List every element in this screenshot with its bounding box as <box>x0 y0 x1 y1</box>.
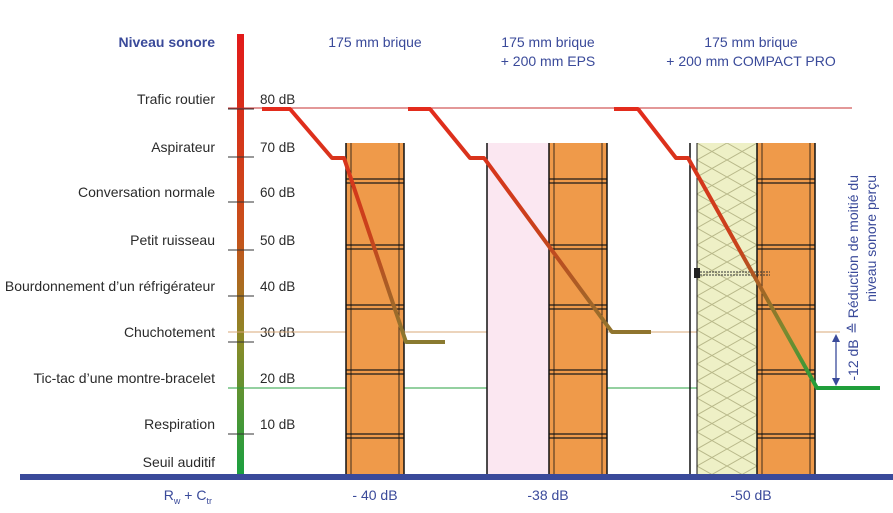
level-db-value: 50 dB <box>260 233 295 248</box>
level-label: Trafic routier <box>137 91 215 107</box>
reduction-text-line1: ≙ Réduction de moitié du <box>845 175 861 334</box>
wall-1-result: - 40 dB <box>352 487 397 503</box>
level-label: Respiration <box>144 416 215 432</box>
wall-2 <box>486 143 608 475</box>
level-db-value: 40 dB <box>260 279 295 294</box>
level-label: Aspirateur <box>151 139 215 155</box>
level-label: Seuil auditif <box>143 454 215 470</box>
level-label: Petit ruisseau <box>130 232 215 248</box>
wall-3-title-line1: 175 mm brique <box>704 34 798 50</box>
curve-wall-1 <box>262 107 445 344</box>
wall-1-title: 175 mm brique <box>328 34 422 50</box>
curve-wall-3 <box>614 107 880 390</box>
level-scale-bar <box>237 34 244 474</box>
level-db-value: 10 dB <box>260 417 295 432</box>
rw-ctr-label: Rw + Ctr <box>164 487 212 506</box>
level-db-value: 20 dB <box>260 371 295 386</box>
level-db-value: 60 dB <box>260 185 295 200</box>
reduction-value: -12 dB <box>845 339 861 380</box>
anchor-fixing <box>694 268 700 278</box>
wall-2-title-line1: 175 mm brique <box>501 34 595 50</box>
scale-title: Niveau sonore <box>119 34 216 50</box>
level-db-value: 70 dB <box>260 140 295 155</box>
base-bar <box>20 474 893 480</box>
reduction-text-line2: niveau sonore perçu <box>863 175 879 302</box>
level-label: Conversation normale <box>78 184 215 200</box>
level-label: Bourdonnement d’un réfrigérateur <box>5 278 215 294</box>
curve-wall-2 <box>408 107 651 334</box>
wall-3-result: -50 dB <box>730 487 771 503</box>
wall-3 <box>689 143 816 475</box>
level-label: Tic-tac d’une montre-bracelet <box>33 370 215 386</box>
level-label: Chuchotement <box>124 324 215 340</box>
wall-3-title-line2: + 200 mm COMPACT PRO <box>666 53 836 69</box>
wall-2-result: -38 dB <box>527 487 568 503</box>
level-db-value: 80 dB <box>260 92 295 107</box>
wall-2-title-line2: + 200 mm EPS <box>501 53 596 69</box>
